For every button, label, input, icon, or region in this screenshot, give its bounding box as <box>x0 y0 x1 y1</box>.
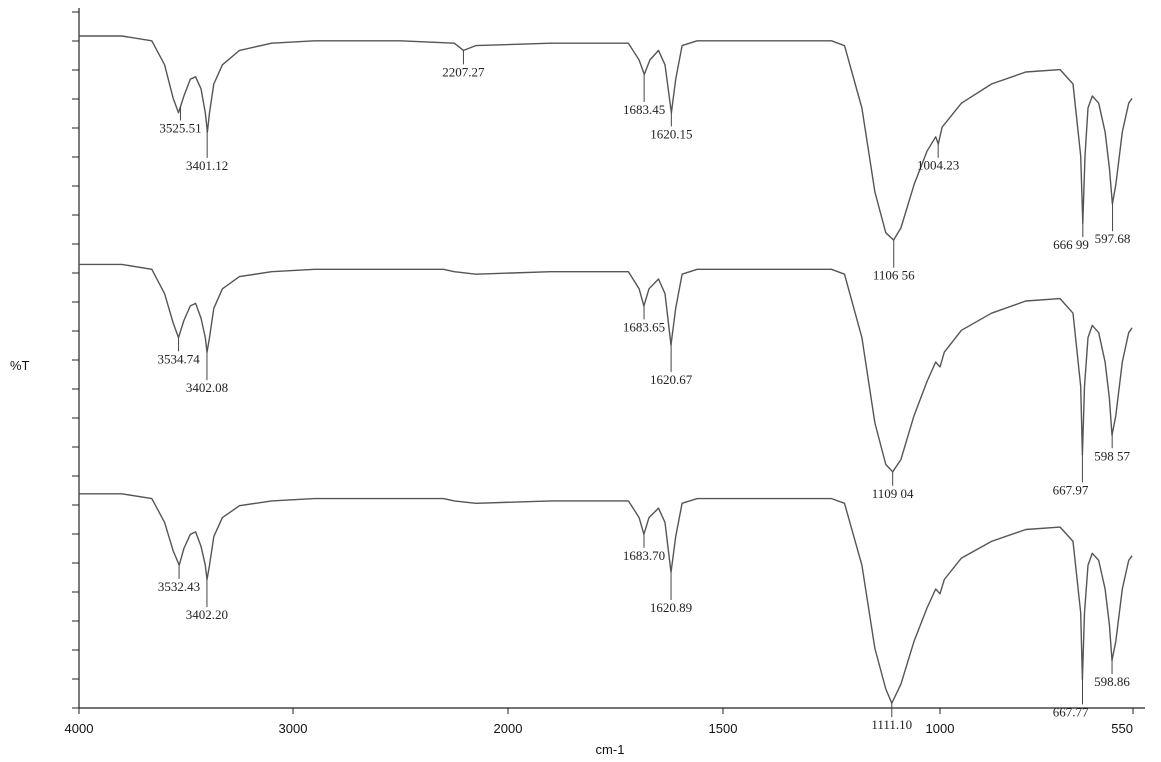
peak-label: 3534.74 <box>157 351 200 366</box>
peak-label: 1620.15 <box>650 126 692 141</box>
y-axis-title: %T <box>10 358 30 373</box>
peak-label: 667.77 <box>1053 704 1089 719</box>
peak-label: 3532.43 <box>158 579 200 594</box>
peak-label: 3401.12 <box>186 158 228 173</box>
peak-label: 666 99 <box>1053 237 1089 252</box>
peak-label: 3402.20 <box>186 607 228 622</box>
peak-label: 1620.67 <box>650 372 693 387</box>
x-axis-title: cm-1 <box>596 742 625 757</box>
series-layer <box>79 35 1133 704</box>
spectrum-trace-2 <box>79 263 1133 473</box>
peak-label: 598 57 <box>1094 448 1130 463</box>
peak-label: 1106 56 <box>873 268 915 283</box>
peak-label-layer: 3525.51 3401.12 2207.27 1683.45 1620.15 1106 … <box>157 50 1131 732</box>
peak-label: 1683.45 <box>623 102 665 117</box>
peak-label: 597.68 <box>1095 231 1131 246</box>
x-tick-label: 550 <box>1111 721 1133 736</box>
x-tick-label: 1000 <box>926 721 955 736</box>
x-tick-label: 4000 <box>65 721 94 736</box>
x-ticks: 4000 3000 2000 1500 1000 550 <box>65 708 1134 736</box>
x-tick-label: 1500 <box>709 721 738 736</box>
peak-label: 1683.70 <box>623 548 665 563</box>
peak-label: 1109 04 <box>872 486 914 501</box>
peak-label: 1683.65 <box>623 319 665 334</box>
x-tick-label: 2000 <box>494 721 523 736</box>
peak-label: 1004.23 <box>917 158 959 173</box>
peak-label: 598.86 <box>1094 674 1130 689</box>
axes <box>78 8 1145 709</box>
peak-label: 667.97 <box>1053 482 1089 497</box>
spectrum-trace-3 <box>79 493 1133 704</box>
peak-label: 3525.51 <box>159 120 201 135</box>
y-ticks <box>72 11 79 709</box>
peak-label: 1111.10 <box>871 717 912 732</box>
x-tick-label: 3000 <box>279 721 308 736</box>
peak-label: 1620.89 <box>650 600 692 615</box>
peak-label: 3402.08 <box>186 380 228 395</box>
peak-label: 2207.27 <box>442 64 485 79</box>
spectrum-trace-1 <box>79 35 1133 241</box>
